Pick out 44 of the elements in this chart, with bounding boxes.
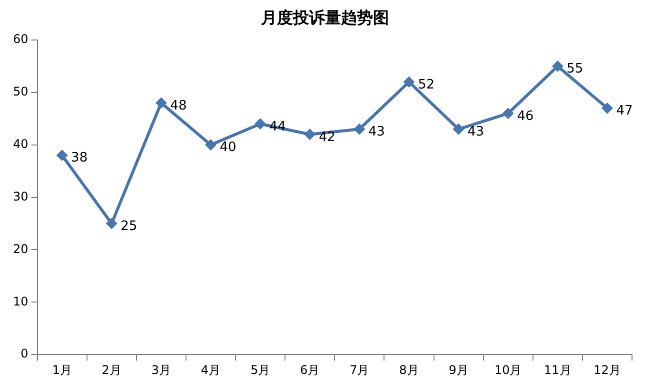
data-label: 40 — [220, 140, 236, 156]
point — [602, 102, 613, 114]
y-tick-label: 20 — [12, 242, 28, 256]
y-tick-label: 40 — [12, 136, 28, 151]
x-tick-label: 9月 — [448, 362, 468, 377]
data-label: 52 — [418, 77, 435, 92]
data-label: 43 — [368, 124, 385, 140]
point — [106, 218, 118, 230]
y-tick-label: 0 — [20, 346, 28, 361]
data-label: 47 — [616, 104, 633, 119]
point — [502, 108, 514, 119]
x-tick-label: 8月 — [399, 362, 419, 377]
y-tick-label: 60 — [12, 32, 28, 46]
x-tick-label: 10月 — [494, 362, 522, 377]
point — [56, 150, 68, 161]
y-tick-label: 10 — [12, 294, 28, 308]
point — [205, 139, 216, 150]
point — [304, 128, 316, 140]
data-label: 38 — [71, 150, 88, 166]
x-tick-label: 6月 — [300, 362, 320, 377]
point — [453, 124, 464, 135]
x-tick-label: 7月 — [350, 362, 370, 377]
point — [156, 97, 167, 108]
x-tick-label: 4月 — [200, 362, 221, 377]
chart-title: 月度投诉量趋势图 — [260, 8, 390, 29]
data-label: 44 — [269, 119, 286, 134]
point — [254, 118, 266, 130]
data-label: 46 — [517, 108, 534, 124]
x-tick-label: 3月 — [151, 362, 171, 377]
x-tick-label: 1月 — [52, 362, 72, 377]
point — [403, 76, 414, 88]
data-label: 55 — [566, 62, 584, 77]
x-tick-label: 5月 — [250, 362, 270, 377]
y-tick-label: 30 — [12, 189, 28, 204]
x-tick-label: 12月 — [594, 362, 621, 377]
y-tick-label: 50 — [12, 84, 28, 99]
x-tick-label: 11月 — [544, 362, 572, 377]
point — [552, 60, 564, 72]
data-label: 25 — [120, 218, 138, 234]
data-label: 43 — [468, 124, 484, 140]
data-label: 48 — [170, 98, 187, 114]
x-tick-label: 2月 — [102, 362, 122, 377]
data-label: 42 — [318, 130, 336, 145]
point — [354, 124, 365, 135]
